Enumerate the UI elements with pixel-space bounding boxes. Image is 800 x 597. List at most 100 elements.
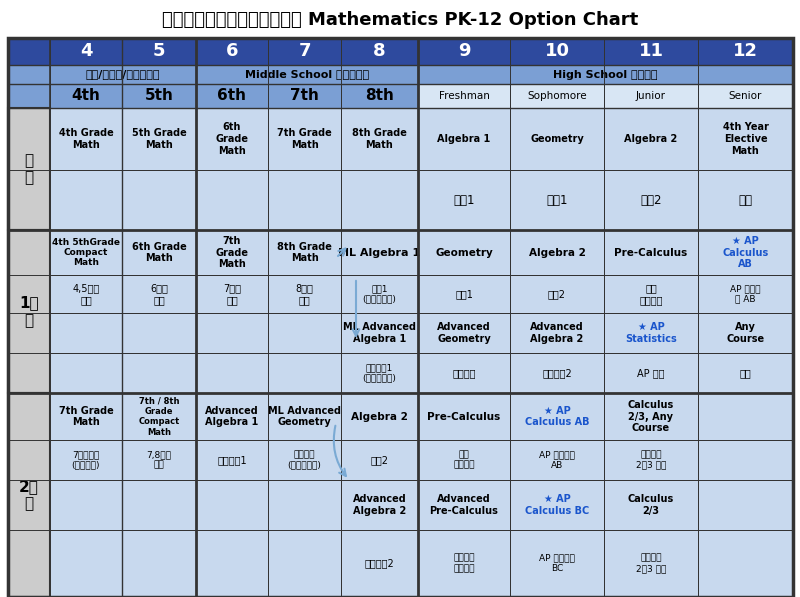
Bar [196, 170, 268, 230]
Bar [510, 275, 604, 313]
Text: Advanced
Algebra 2: Advanced Algebra 2 [530, 322, 584, 344]
Bar [604, 84, 698, 108]
Bar [196, 230, 268, 275]
Bar [122, 275, 196, 313]
Text: High School 現地高校: High School 現地高校 [554, 69, 658, 79]
Text: AP 微分積分
BC: AP 微分積分 BC [539, 554, 575, 573]
Bar [122, 230, 196, 275]
Bar [604, 353, 698, 393]
Bar [698, 313, 793, 353]
Bar [698, 170, 793, 230]
Text: 8年生
数学: 8年生 数学 [295, 283, 314, 305]
Text: 初等
微分積分: 初等 微分積分 [639, 283, 662, 305]
Text: 6th Grade
Math: 6th Grade Math [132, 242, 186, 263]
Bar [341, 230, 418, 275]
Bar [418, 84, 510, 108]
Text: 7年生数学
(中学校へ): 7年生数学 (中学校へ) [72, 450, 100, 470]
Bar [418, 230, 510, 275]
Text: 高等幾何: 高等幾何 [452, 368, 476, 378]
Text: 11: 11 [638, 42, 663, 60]
Bar [196, 393, 268, 440]
Bar [268, 530, 341, 597]
Text: Algebra 1: Algebra 1 [438, 134, 490, 144]
Bar [268, 393, 341, 440]
Bar [510, 38, 604, 65]
Bar [196, 440, 268, 480]
Bar [341, 275, 418, 313]
Text: ML Advanced
Geometry: ML Advanced Geometry [268, 406, 341, 427]
FancyArrowPatch shape [334, 426, 346, 476]
Bar [122, 84, 196, 108]
Text: 5th Grade
Math: 5th Grade Math [132, 128, 186, 150]
Text: Algebra 2: Algebra 2 [529, 248, 586, 257]
Bar [341, 170, 418, 230]
Text: 7th Grade
Math: 7th Grade Math [277, 128, 332, 150]
Bar [122, 108, 196, 170]
Bar [341, 84, 418, 108]
FancyArrowPatch shape [353, 281, 359, 336]
Bar [268, 170, 341, 230]
Bar [50, 230, 122, 275]
Bar [196, 38, 268, 65]
Bar [604, 313, 698, 353]
Text: Any
Course: Any Course [726, 322, 765, 344]
Text: 7th
Grade
Math: 7th Grade Math [215, 236, 249, 269]
Bar [698, 393, 793, 440]
Text: Pre-Calculus: Pre-Calculus [614, 248, 688, 257]
Bar [196, 65, 418, 84]
Bar [418, 38, 510, 65]
Bar [604, 38, 698, 65]
Bar [341, 393, 418, 440]
Bar [50, 480, 122, 530]
Bar [196, 480, 268, 530]
Bar [50, 440, 122, 480]
FancyArrowPatch shape [338, 248, 346, 256]
Text: 幾何1: 幾何1 [546, 193, 568, 207]
Bar [8, 65, 50, 84]
Bar [50, 38, 122, 65]
Text: 4th 5thGrade
Compact
Math: 4th 5thGrade Compact Math [52, 238, 120, 267]
Bar [50, 530, 122, 597]
Text: 幾何1: 幾何1 [455, 289, 473, 299]
Text: 7,8年生
数学: 7,8年生 数学 [146, 450, 171, 470]
Bar [50, 108, 122, 170]
Bar [418, 65, 793, 84]
Text: AP 微分積
分 AB: AP 微分積 分 AB [730, 284, 761, 304]
Text: 9: 9 [458, 42, 470, 60]
Text: Freshman: Freshman [438, 91, 490, 101]
Bar [341, 313, 418, 353]
Bar [341, 353, 418, 393]
Bar [122, 170, 196, 230]
Bar [341, 440, 418, 480]
Bar [418, 353, 510, 393]
Bar [510, 313, 604, 353]
Bar [8, 84, 50, 108]
Bar [418, 313, 510, 353]
Text: 高等代数2: 高等代数2 [542, 368, 572, 378]
Text: Geometry: Geometry [530, 134, 584, 144]
Text: ML Advanced
Algebra 1: ML Advanced Algebra 1 [343, 322, 416, 344]
Text: 7: 7 [298, 42, 310, 60]
Bar [122, 440, 196, 480]
Text: 7th: 7th [290, 88, 319, 103]
Text: Calculus
2/3, Any
Course: Calculus 2/3, Any Course [628, 400, 674, 433]
Bar [418, 170, 510, 230]
Bar [8, 230, 50, 393]
Bar [50, 393, 122, 440]
Bar [604, 230, 698, 275]
Text: 8: 8 [373, 42, 386, 60]
Bar [122, 313, 196, 353]
Bar [510, 108, 604, 170]
Text: Advanced
Algebra 2: Advanced Algebra 2 [353, 494, 406, 516]
Bar [50, 275, 122, 313]
Text: Advanced
Geometry: Advanced Geometry [437, 322, 491, 344]
Bar [50, 353, 122, 393]
Bar [510, 353, 604, 393]
Bar [698, 108, 793, 170]
Text: AP 微分積分
AB: AP 微分積分 AB [539, 450, 575, 470]
Bar [268, 230, 341, 275]
Bar [510, 84, 604, 108]
Text: 選択: 選択 [740, 368, 751, 378]
Text: 12: 12 [733, 42, 758, 60]
Text: 高等代数1: 高等代数1 [217, 455, 247, 465]
